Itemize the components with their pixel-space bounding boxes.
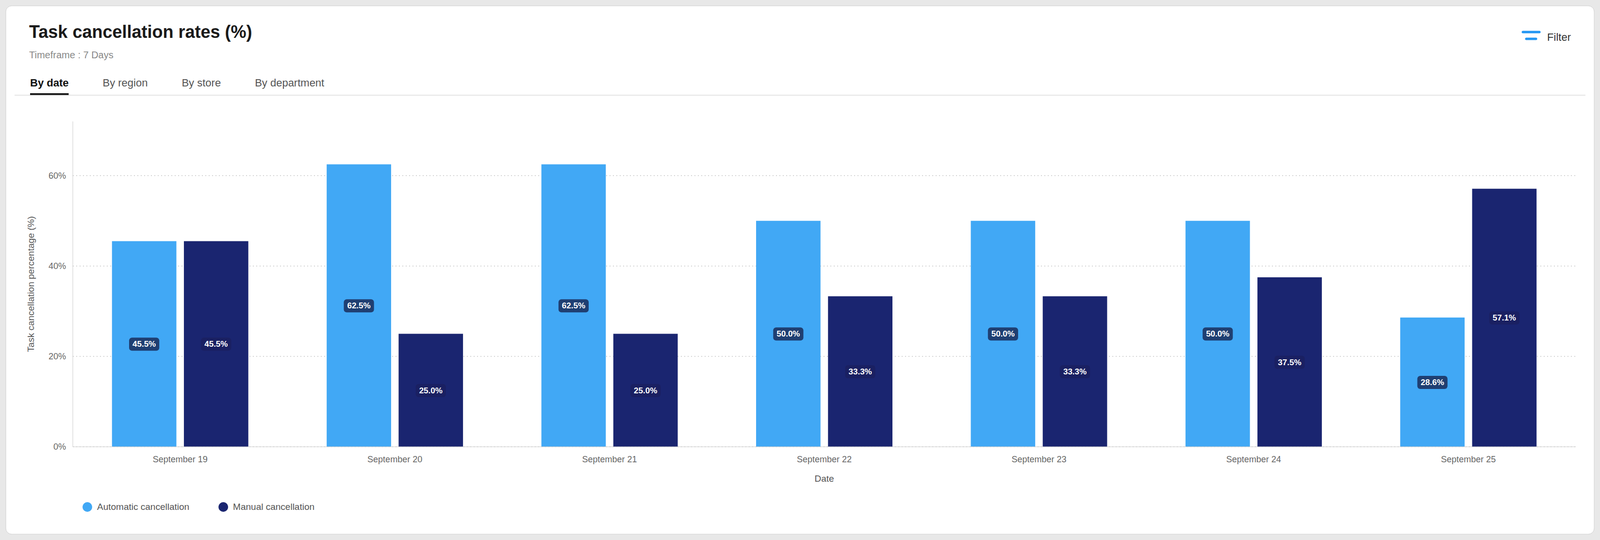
data-label-bg	[845, 364, 876, 379]
legend-entry: Manual cancellation	[232, 501, 315, 512]
tab: By store	[181, 76, 221, 89]
bar	[1042, 296, 1108, 447]
x-tick-label: September 23	[1011, 454, 1067, 464]
y-tick-label: 60%	[48, 170, 66, 181]
chart-svg: Task cancellation rates (%) Timeframe : 7…	[0, 0, 1600, 540]
bar	[541, 164, 607, 447]
data-label-bg	[773, 327, 804, 341]
title: Task cancellation rates (%)	[29, 21, 253, 42]
bar	[1257, 277, 1322, 447]
data-label-bg	[1489, 311, 1520, 325]
data-label-bg	[200, 337, 231, 351]
data-label: 37.5%	[1277, 357, 1302, 367]
grid-line	[72, 355, 1576, 357]
tab: By department	[254, 76, 325, 89]
grid-line	[72, 175, 1576, 176]
x-tick-label: September 24	[1226, 454, 1282, 464]
legend-swatch	[218, 501, 229, 512]
filter-icon	[1522, 31, 1540, 34]
legend-entry: Automatic cancellation	[97, 501, 190, 512]
filter-text: Filter	[1547, 31, 1571, 44]
data-label: 50.0%	[991, 329, 1015, 339]
x-axis-label: Date	[814, 473, 834, 484]
bar	[970, 220, 1036, 447]
data-label: 28.6%	[1420, 377, 1445, 387]
bar	[112, 241, 177, 447]
data-label: 57.1%	[1492, 313, 1517, 323]
data-label: 25.0%	[419, 385, 443, 396]
data-label: 50.0%	[1205, 329, 1230, 339]
x-tick-label: September 25	[1440, 454, 1496, 464]
y-axis-label: Task cancellation percentage (%)	[25, 215, 36, 352]
separator	[14, 95, 1586, 96]
data-label: 45.5%	[204, 339, 228, 349]
data-label: 33.3%	[848, 366, 873, 377]
data-label-bg	[988, 327, 1019, 341]
data-label-bg	[1417, 375, 1448, 389]
bar	[398, 333, 463, 447]
subtitle: Timeframe : 7 Days	[29, 49, 114, 61]
data-label: 62.5%	[561, 300, 586, 311]
y-tick-label: 0%	[53, 441, 66, 452]
y-tick-label: 40%	[48, 261, 66, 271]
bar	[183, 241, 249, 447]
legend-swatch	[82, 501, 93, 512]
bar	[1472, 188, 1537, 447]
data-label-bg	[1274, 355, 1305, 369]
data-label: 25.0%	[633, 385, 658, 396]
data-label-bg	[558, 298, 589, 313]
x-tick-label: September 22	[796, 454, 852, 464]
bar	[1185, 220, 1251, 447]
active-tab-underline	[30, 93, 69, 96]
data-label-bg	[415, 383, 446, 397]
grid-line	[72, 445, 1576, 447]
y-axis-line	[72, 121, 74, 447]
bar	[1400, 317, 1465, 447]
data-label: 33.3%	[1063, 366, 1087, 377]
card	[5, 5, 1595, 534]
tab: By region	[102, 76, 148, 89]
bar	[827, 296, 893, 447]
tab: By date	[30, 76, 69, 89]
chart-root: Task cancellation rates (%) Timeframe : 7…	[0, 0, 1600, 540]
data-label-bg	[630, 383, 661, 397]
bar	[756, 220, 821, 447]
grid-line	[72, 265, 1576, 266]
y-tick-label: 20%	[48, 351, 66, 362]
data-label-bg	[1059, 364, 1090, 379]
data-label: 45.5%	[132, 339, 156, 349]
bar	[326, 164, 392, 447]
data-label-bg	[343, 298, 374, 313]
x-tick-label: September 21	[582, 454, 638, 464]
bar	[613, 333, 678, 447]
x-tick-label: September 19	[152, 454, 208, 464]
filter-icon	[1526, 37, 1536, 41]
x-tick-label: September 20	[367, 454, 423, 464]
data-label-bg	[129, 337, 160, 351]
data-label: 62.5%	[346, 300, 371, 311]
bars	[112, 164, 1537, 447]
data-labels: 45.5% 45.5% 62.5% 25.0% 62.5% 25.0% 50.0% 33.3%…	[129, 298, 1520, 397]
data-label: 50.0%	[776, 329, 800, 339]
x-axis-line	[72, 446, 1576, 447]
data-label-bg	[1202, 327, 1233, 341]
